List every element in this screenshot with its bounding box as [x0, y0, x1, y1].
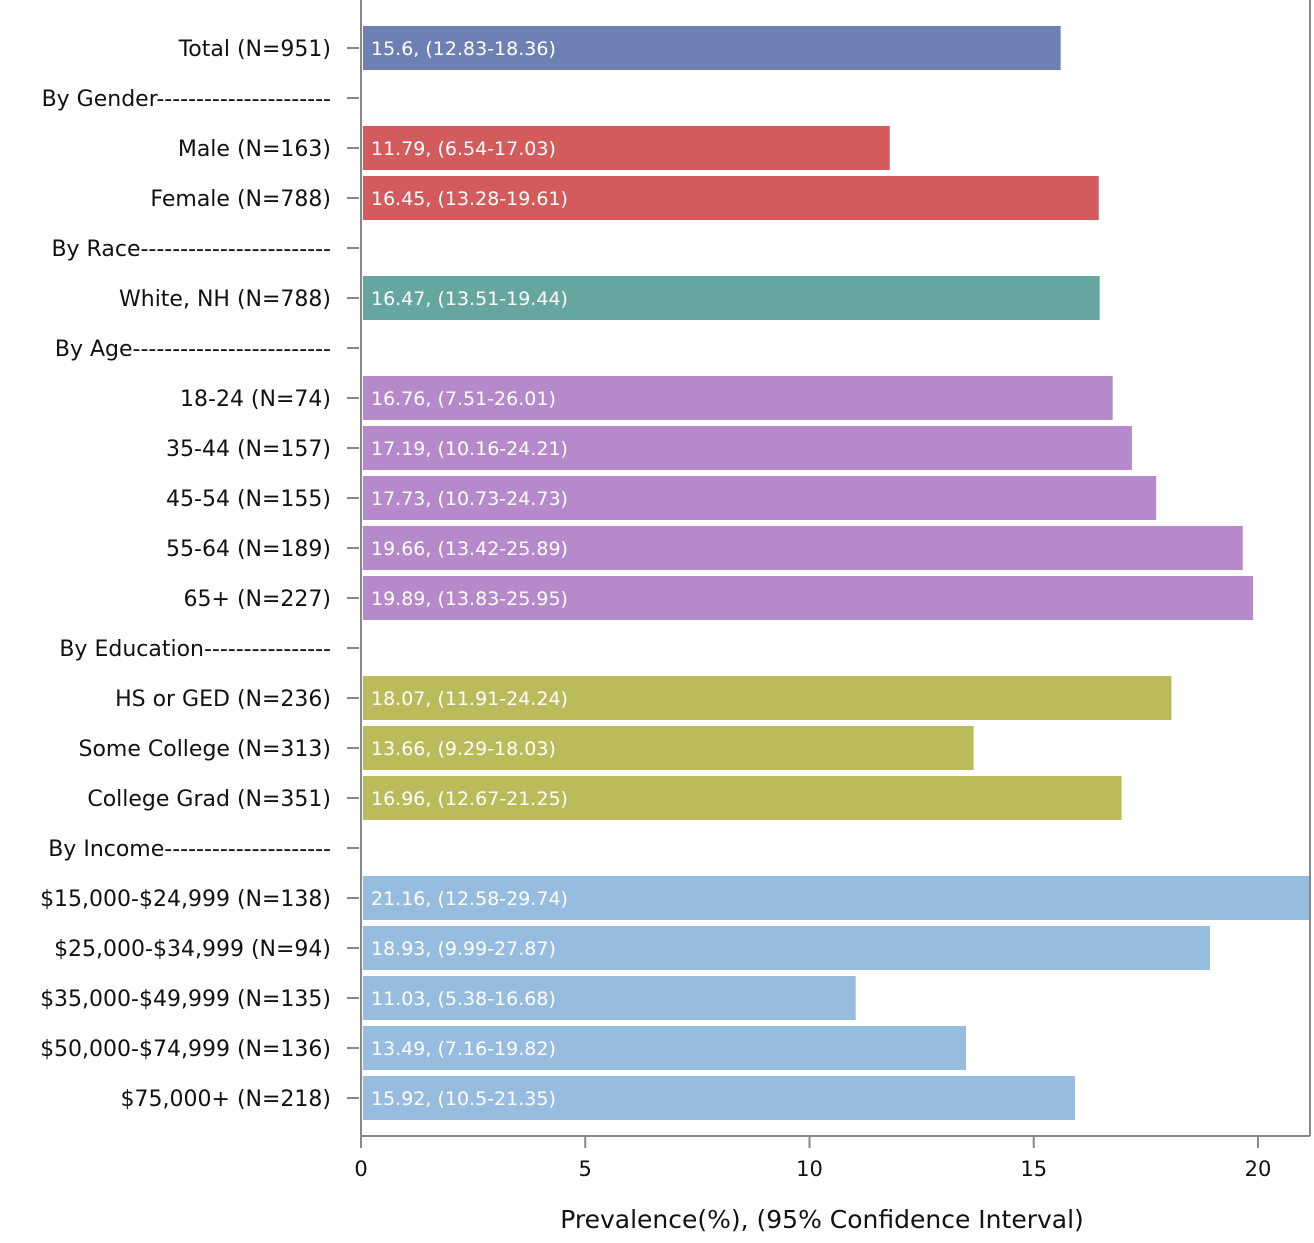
bar-value-label: 16.45, (13.28-19.61) [371, 188, 568, 210]
bar-race [363, 276, 1100, 320]
bar-total [363, 26, 1061, 70]
bar-age [363, 576, 1254, 620]
bar-value-label: 19.89, (13.83-25.95) [371, 588, 568, 610]
bar-value-label: 18.93, (9.99-27.87) [371, 938, 556, 960]
bar-value-label: 18.07, (11.91-24.24) [371, 688, 568, 710]
category-label: Female (N=788) [150, 187, 331, 212]
bar-value-label: 15.6, (12.83-18.36) [371, 38, 556, 60]
bar-age [363, 426, 1132, 470]
bar-value-label: 17.19, (10.16-24.21) [371, 438, 568, 460]
bar-value-label: 17.73, (10.73-24.73) [371, 488, 568, 510]
category-label: HS or GED (N=236) [115, 687, 331, 712]
bar-age [363, 526, 1243, 570]
category-label: $15,000-$24,999 (N=138) [40, 887, 331, 912]
bar-education [363, 676, 1172, 720]
axes-layer: 0 5 10 15 20 [347, 0, 1311, 1181]
x-tick-label: 10 [796, 1157, 823, 1181]
bar-education [363, 776, 1122, 820]
category-label: Some College (N=313) [78, 737, 331, 762]
bar-value-label: 13.49, (7.16-19.82) [371, 1038, 556, 1060]
category-label: $50,000-$74,999 (N=136) [40, 1037, 331, 1062]
bar-value-label: 16.47, (13.51-19.44) [371, 288, 568, 310]
category-label: By Gender---------------------- [42, 87, 331, 112]
category-label: Male (N=163) [178, 137, 331, 162]
bar-value-label: 19.66, (13.42-25.89) [371, 538, 568, 560]
category-label: White, NH (N=788) [119, 287, 331, 312]
category-label: 45-54 (N=155) [166, 487, 331, 512]
bar-age [363, 476, 1157, 520]
bars-layer: 15.6, (12.83-18.36) 11.79, (6.54-17.03) 16… [363, 26, 1310, 1120]
bar-income [363, 926, 1210, 970]
x-tick-label: 0 [354, 1157, 367, 1181]
bar-income [363, 976, 856, 1020]
category-label: College Grad (N=351) [87, 787, 331, 812]
category-label: $75,000+ (N=218) [121, 1087, 331, 1112]
x-tick-label: 5 [579, 1157, 592, 1181]
bar-gender [363, 176, 1099, 220]
bar-value-label: 13.66, (9.29-18.03) [371, 738, 556, 760]
x-tick-label: 15 [1020, 1157, 1047, 1181]
category-label: By Education---------------- [59, 637, 331, 662]
category-label: By Income--------------------- [48, 837, 331, 862]
bar-value-label: 16.96, (12.67-21.25) [371, 788, 568, 810]
bar-value-label: 11.03, (5.38-16.68) [371, 988, 556, 1010]
category-label: 35-44 (N=157) [166, 437, 331, 462]
category-label: By Age------------------------- [55, 337, 331, 362]
bar-income [363, 1076, 1075, 1120]
bar-age [363, 376, 1113, 420]
category-label: $25,000-$34,999 (N=94) [54, 937, 331, 962]
bar-income [363, 876, 1310, 920]
x-axis-title: Prevalence(%), (95% Confidence Interval) [560, 1205, 1084, 1234]
bar-value-label: 21.16, (12.58-29.74) [371, 888, 568, 910]
bar-income [363, 1026, 967, 1070]
category-label: 18-24 (N=74) [180, 387, 331, 412]
bar-education [363, 726, 974, 770]
category-label: By Race------------------------ [51, 237, 331, 262]
category-label: Total (N=951) [178, 37, 331, 62]
bar-value-label: 15.92, (10.5-21.35) [371, 1088, 556, 1110]
category-label: 65+ (N=227) [184, 587, 331, 612]
x-tick-label: 20 [1245, 1157, 1272, 1181]
bar-gender [363, 126, 890, 170]
bar-value-label: 11.79, (6.54-17.03) [371, 138, 556, 160]
category-label: 55-64 (N=189) [166, 537, 331, 562]
category-label: $35,000-$49,999 (N=135) [40, 987, 331, 1012]
bar-value-label: 16.76, (7.51-26.01) [371, 388, 556, 410]
category-labels-layer: Total (N=951) By Gender------------------… [40, 37, 331, 1112]
